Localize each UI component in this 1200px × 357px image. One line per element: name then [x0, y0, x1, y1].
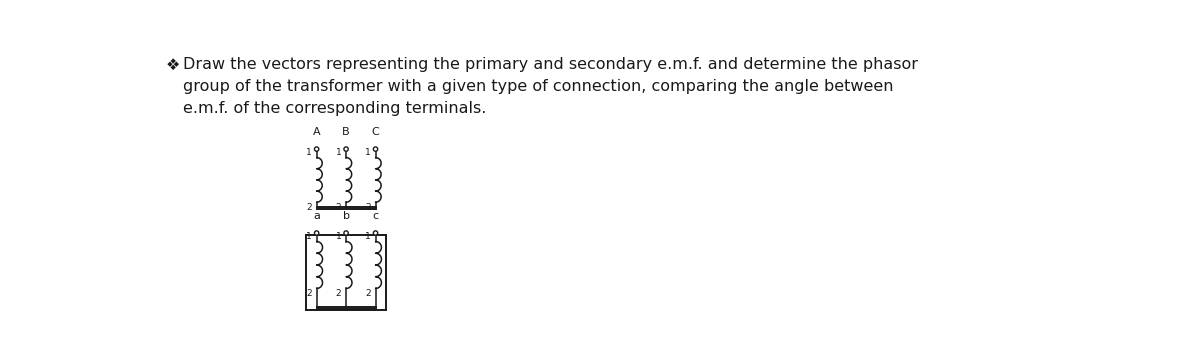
Circle shape	[314, 231, 319, 235]
Text: 2: 2	[336, 203, 342, 212]
Text: 1: 1	[365, 148, 371, 157]
Text: 1: 1	[306, 232, 312, 241]
Text: C: C	[372, 127, 379, 137]
Text: ❖: ❖	[166, 57, 180, 72]
Text: 2: 2	[306, 203, 312, 212]
Text: 2: 2	[365, 203, 371, 212]
Text: e.m.f. of the corresponding terminals.: e.m.f. of the corresponding terminals.	[182, 101, 486, 116]
Text: 2: 2	[336, 289, 342, 298]
Text: a: a	[313, 211, 320, 221]
Text: 2: 2	[306, 289, 312, 298]
Text: 1: 1	[365, 232, 371, 241]
Text: Draw the vectors representing the primary and secondary e.m.f. and determine the: Draw the vectors representing the primar…	[182, 57, 918, 72]
Circle shape	[314, 147, 319, 151]
Circle shape	[373, 147, 378, 151]
Text: 1: 1	[306, 148, 312, 157]
Text: c: c	[372, 211, 378, 221]
Text: 1: 1	[336, 232, 342, 241]
Text: group of the transformer with a given type of connection, comparing the angle be: group of the transformer with a given ty…	[182, 79, 893, 94]
Text: B: B	[342, 127, 350, 137]
Circle shape	[344, 147, 348, 151]
Text: 2: 2	[365, 289, 371, 298]
Text: b: b	[342, 211, 349, 221]
Text: 1: 1	[336, 148, 342, 157]
Text: A: A	[313, 127, 320, 137]
Circle shape	[373, 231, 378, 235]
Circle shape	[344, 231, 348, 235]
